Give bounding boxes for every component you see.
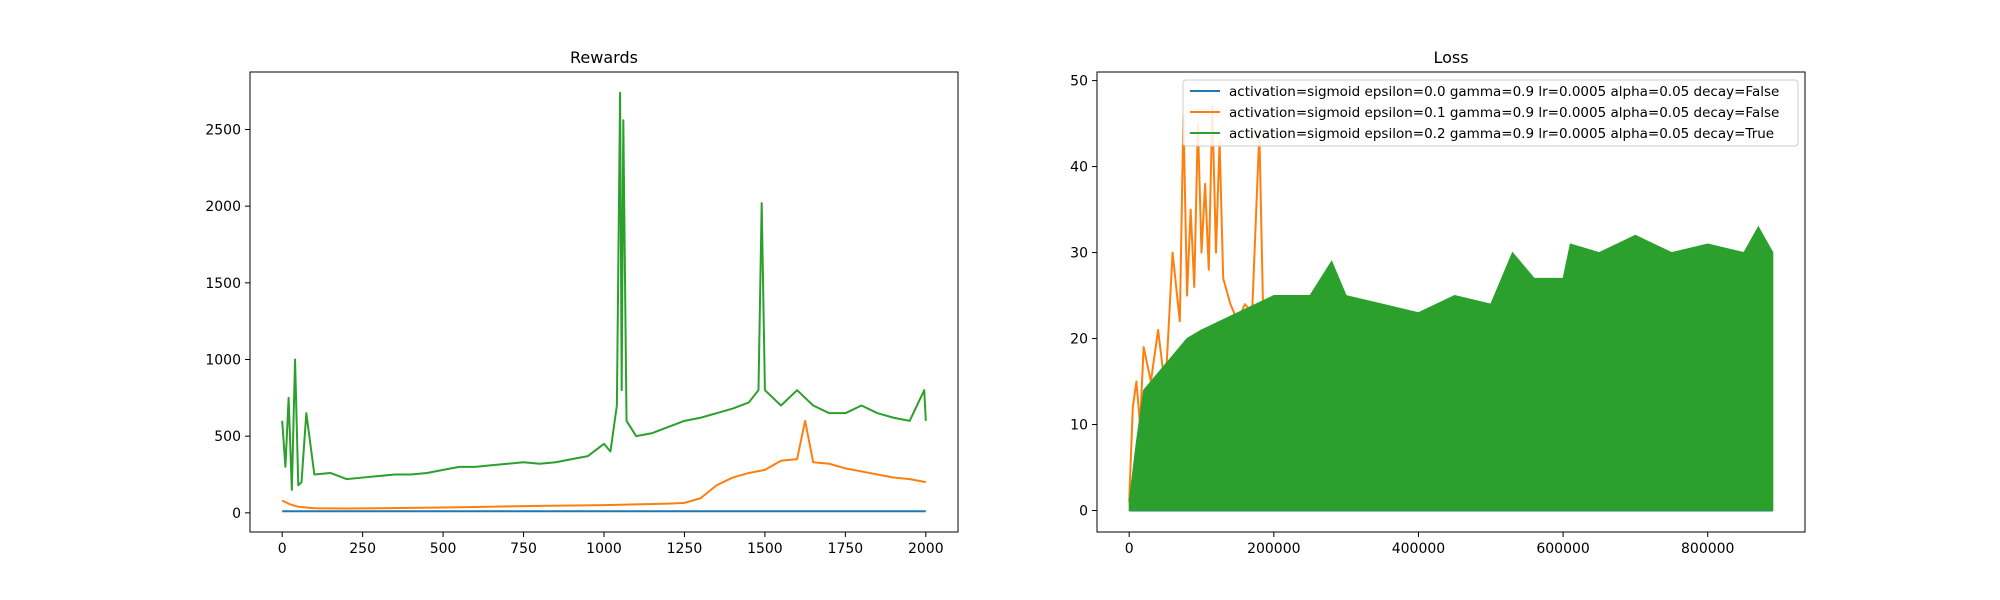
loss-series-group [1128, 105, 1774, 512]
rewards-series-3-line [281, 91, 927, 491]
rewards-x-tick-label: 1000 [586, 541, 622, 557]
rewards-x-tick-label: 2000 [908, 541, 944, 557]
rewards-y-tick-label: 2000 [205, 199, 241, 215]
rewards-y-tick-label: 500 [214, 429, 241, 445]
rewards-series-group [281, 91, 927, 513]
rewards-x-tick-label: 750 [510, 541, 537, 557]
rewards-x-tick-label: 0 [278, 541, 287, 557]
rewards-y-tick-label: 2500 [205, 123, 241, 139]
rewards-ticks-group: 0 250 500 750 1000 1250 1500 1750 2000 0 500 1000 15… [205, 123, 943, 558]
loss-x-tick-label: 400000 [1392, 541, 1445, 557]
rewards-x-tick-label: 500 [430, 541, 457, 557]
rewards-y-tick-label: 1000 [205, 353, 241, 369]
rewards-x-tick-label: 1750 [828, 541, 864, 557]
loss-series-3-area [1128, 225, 1774, 512]
loss-x-tick-label: 600000 [1536, 541, 1589, 557]
rewards-subplot: Rewards 0 250 500 750 1000 1250 1500 1750 2000 0 5… [205, 48, 959, 558]
loss-axes-frame [1096, 71, 1806, 533]
rewards-y-tick-label: 1500 [205, 276, 241, 292]
loss-y-tick-label: 20 [1070, 332, 1088, 348]
rewards-axes-frame [249, 71, 959, 533]
loss-y-tick-label: 30 [1070, 246, 1088, 262]
rewards-x-tick-label: 1250 [667, 541, 703, 557]
rewards-title: Rewards [570, 48, 638, 67]
legend-box [1182, 79, 1799, 147]
legend-label-series-3: activation=sigmoid epsilon=0.2 gamma=0.9… [1229, 126, 1774, 142]
legend-label-series-1: activation=sigmoid epsilon=0.0 gamma=0.9… [1229, 84, 1779, 100]
loss-y-tick-label: 0 [1079, 504, 1088, 520]
loss-subplot: Loss 0 200000 400000 600000 800000 0 10 20 30 40 5… [1070, 48, 1806, 557]
loss-x-tick-label: 0 [1125, 541, 1134, 557]
loss-title: Loss [1433, 48, 1468, 67]
rewards-y-tick-label: 0 [232, 506, 241, 522]
legend-label-series-2: activation=sigmoid epsilon=0.1 gamma=0.9… [1229, 105, 1779, 121]
rewards-series-2-line [281, 419, 927, 510]
loss-x-tick-label: 200000 [1247, 541, 1300, 557]
rewards-x-tick-label: 250 [349, 541, 376, 557]
rewards-x-tick-label: 1500 [747, 541, 783, 557]
loss-y-tick-label: 10 [1070, 418, 1088, 434]
loss-y-tick-label: 40 [1070, 160, 1088, 176]
loss-x-tick-label: 800000 [1681, 541, 1734, 557]
legend: activation=sigmoid epsilon=0.0 gamma=0.9… [1182, 79, 1799, 147]
loss-y-tick-label: 50 [1070, 74, 1088, 90]
loss-ticks-group: 0 200000 400000 600000 800000 0 10 20 30 40 50 [1070, 74, 1734, 557]
